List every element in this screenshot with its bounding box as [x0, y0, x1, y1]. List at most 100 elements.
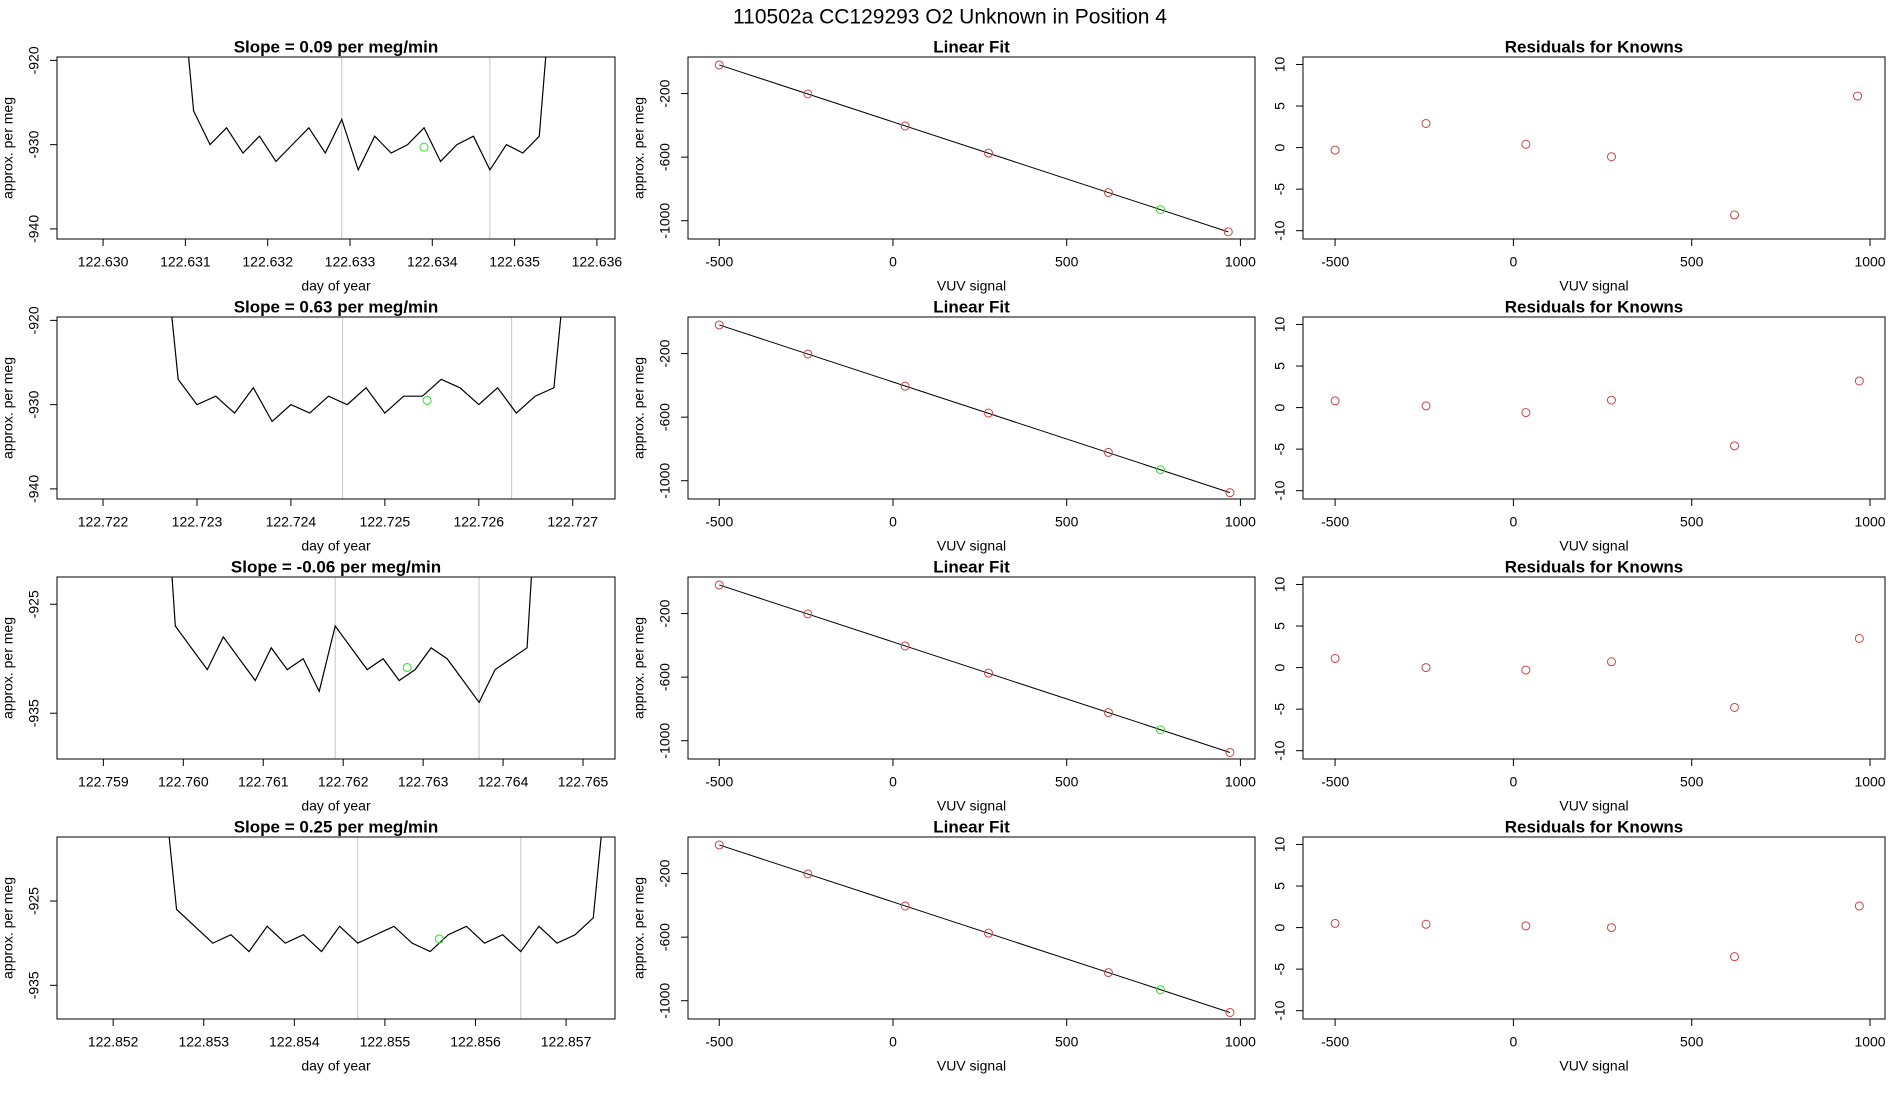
x-tick-label: -500 [705, 514, 733, 530]
point [1225, 488, 1235, 498]
point [1730, 952, 1740, 962]
point [1521, 139, 1531, 149]
panel: Linear Fit VUV signal approx. per meg -500 0… [631, 557, 1256, 813]
x-axis-label: VUV signal [1559, 798, 1628, 814]
y-tick-label: 0 [1272, 663, 1288, 671]
y-tick-label: -600 [657, 403, 673, 431]
x-tick-label: 122.726 [453, 514, 504, 530]
y-axis-label: approx. per meg [631, 617, 647, 719]
panel-title: Residuals for Knowns [1505, 37, 1684, 56]
x-tick-label: 122.856 [450, 1034, 501, 1050]
y-tick-label: -200 [657, 599, 673, 627]
panel-title: Residuals for Knowns [1505, 557, 1684, 576]
y-axis-label: approx. per meg [0, 357, 16, 459]
x-tick-label: 1000 [1225, 1034, 1256, 1050]
point [1103, 188, 1113, 198]
x-tick-label: -500 [1321, 1034, 1349, 1050]
series-line [168, 837, 602, 953]
point [803, 609, 813, 619]
point [900, 381, 910, 391]
panel: Slope = 0.09 per meg/min day of year appro… [0, 37, 623, 293]
x-tick-label: 122.636 [572, 254, 623, 270]
point [1854, 901, 1864, 911]
plot-area [714, 840, 1235, 1017]
point [1606, 657, 1616, 667]
y-tick-label: -935 [26, 699, 42, 727]
y-tick-label: 0 [1272, 923, 1288, 931]
x-tick-label: 500 [1055, 514, 1079, 530]
panel: Residuals for Knowns VUV signal -500 0 500 10… [1272, 37, 1886, 293]
y-axis-label: approx. per meg [631, 97, 647, 199]
point [1853, 91, 1863, 101]
plot-area [171, 577, 532, 759]
x-tick-label: 122.857 [541, 1034, 592, 1050]
y-tick-label: 0 [1272, 143, 1288, 151]
y-tick-label: -1000 [657, 723, 673, 759]
x-tick-label: 122.632 [242, 254, 293, 270]
plot-area [714, 60, 1233, 237]
fit-line [719, 584, 1231, 753]
x-tick-label: 122.852 [88, 1034, 139, 1050]
x-axis-label: VUV signal [1559, 538, 1628, 554]
panel: Linear Fit VUV signal approx. per meg -500 0… [631, 817, 1256, 1073]
panel-title: Slope = 0.63 per meg/min [234, 297, 439, 316]
x-tick-label: -500 [1321, 774, 1349, 790]
y-tick-label: 10 [1272, 836, 1288, 852]
point [900, 641, 910, 651]
y-tick-label: -920 [26, 306, 42, 334]
x-tick-label: 500 [1055, 1034, 1079, 1050]
x-tick-label: 122.727 [547, 514, 598, 530]
y-tick-label: -5 [1272, 703, 1288, 716]
panel: Slope = -0.06 per meg/min day of year appr… [0, 557, 616, 814]
fit-line [719, 844, 1231, 1013]
y-tick-label: 10 [1272, 316, 1288, 332]
y-tick-label: 10 [1272, 576, 1288, 592]
plot-frame [687, 836, 1256, 1020]
point [1521, 665, 1531, 675]
point [714, 60, 724, 70]
plot-frame [687, 56, 1256, 240]
series-line [171, 577, 532, 704]
panel-title: Slope = 0.09 per meg/min [234, 37, 439, 56]
highlight-point [419, 142, 429, 152]
point [1330, 653, 1340, 663]
point [1730, 210, 1740, 220]
x-tick-label: 0 [889, 774, 897, 790]
point [803, 89, 813, 99]
point [1223, 227, 1233, 237]
point [1156, 205, 1165, 215]
y-tick-label: -940 [26, 475, 42, 503]
x-tick-label: 122.631 [160, 254, 211, 270]
x-tick-label: 122.760 [158, 774, 209, 790]
point [984, 408, 994, 418]
y-tick-label: -10 [1272, 220, 1288, 240]
fit-line [719, 64, 1229, 233]
x-axis-label: VUV signal [937, 278, 1006, 294]
x-tick-label: -500 [705, 774, 733, 790]
y-tick-label: 5 [1272, 102, 1288, 110]
point [1103, 968, 1113, 978]
point [714, 840, 724, 850]
x-axis-label: VUV signal [1559, 1058, 1628, 1074]
y-tick-label: -925 [26, 887, 42, 915]
point [1225, 1007, 1235, 1017]
x-tick-label: 500 [1680, 774, 1704, 790]
y-tick-label: -925 [26, 590, 42, 618]
point [1156, 725, 1165, 735]
x-tick-label: 122.763 [398, 774, 449, 790]
panel-title: Residuals for Knowns [1505, 817, 1684, 836]
y-tick-label: -600 [657, 663, 673, 691]
x-tick-label: 122.854 [269, 1034, 320, 1050]
point [1521, 408, 1531, 418]
x-axis-label: VUV signal [937, 798, 1006, 814]
plot-area [1330, 376, 1864, 451]
point [1606, 923, 1616, 933]
x-tick-label: 0 [889, 514, 897, 530]
point [1730, 702, 1740, 712]
x-axis-label: VUV signal [937, 538, 1006, 554]
highlight-point [434, 934, 444, 944]
x-tick-label: -500 [705, 1034, 733, 1050]
point [1421, 401, 1431, 411]
fit-line [719, 324, 1231, 494]
x-tick-label: 122.759 [78, 774, 129, 790]
